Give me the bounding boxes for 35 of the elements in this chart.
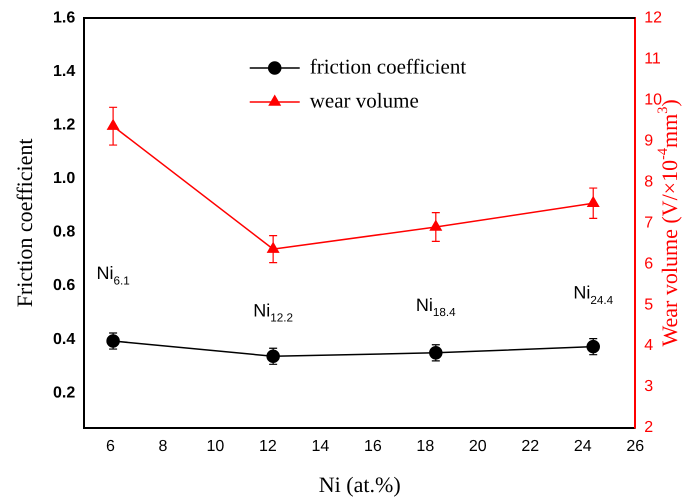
point bbox=[107, 119, 120, 130]
x-tick-label: 16 bbox=[364, 438, 382, 455]
y2-tick-label: 9 bbox=[644, 132, 654, 150]
x-tick-label: 6 bbox=[106, 438, 116, 455]
x-tick-label: 10 bbox=[206, 438, 224, 455]
x-tick-label: 20 bbox=[468, 438, 487, 455]
y2-tick-label: 4 bbox=[644, 337, 654, 354]
y2-tick-label: 2 bbox=[644, 419, 654, 436]
x-tick-label: 24 bbox=[574, 438, 592, 455]
y2-tick-label: 11 bbox=[644, 50, 661, 68]
x-axis-title: Ni (at.%) bbox=[318, 472, 401, 497]
x-tick-label: 22 bbox=[521, 438, 540, 455]
y2-tick-label: 3 bbox=[644, 378, 654, 396]
y2-tick-label: 6 bbox=[644, 255, 654, 272]
x-tick-label: 18 bbox=[416, 438, 434, 455]
y2-tick-label: 5 bbox=[644, 296, 654, 314]
point bbox=[267, 242, 280, 253]
legend-label: wear volume bbox=[310, 88, 419, 113]
x-tick-label: 12 bbox=[258, 438, 277, 455]
y-tick-label: 1.0 bbox=[52, 170, 76, 188]
y-axis-title: Friction coefficient bbox=[12, 138, 37, 308]
y2-tick-label: 8 bbox=[644, 173, 654, 190]
y2-tick-label: 7 bbox=[644, 214, 654, 232]
x-tick-label: 14 bbox=[311, 438, 330, 455]
y2-tick-label: 12 bbox=[644, 9, 662, 26]
y-tick-label: 1.4 bbox=[52, 62, 76, 80]
legend-label: friction coefficient bbox=[310, 54, 466, 79]
x-tick-label: 26 bbox=[626, 438, 644, 455]
y-tick-label: 0.6 bbox=[52, 277, 76, 294]
y-tick-label: 0.2 bbox=[52, 384, 76, 402]
x-tick-label: 8 bbox=[158, 438, 168, 455]
y-tick-label: 1.6 bbox=[52, 9, 76, 26]
y-tick-label: 0.4 bbox=[52, 330, 76, 348]
y-tick-label: 0.8 bbox=[52, 224, 76, 241]
y-tick-label: 1.2 bbox=[52, 116, 76, 134]
